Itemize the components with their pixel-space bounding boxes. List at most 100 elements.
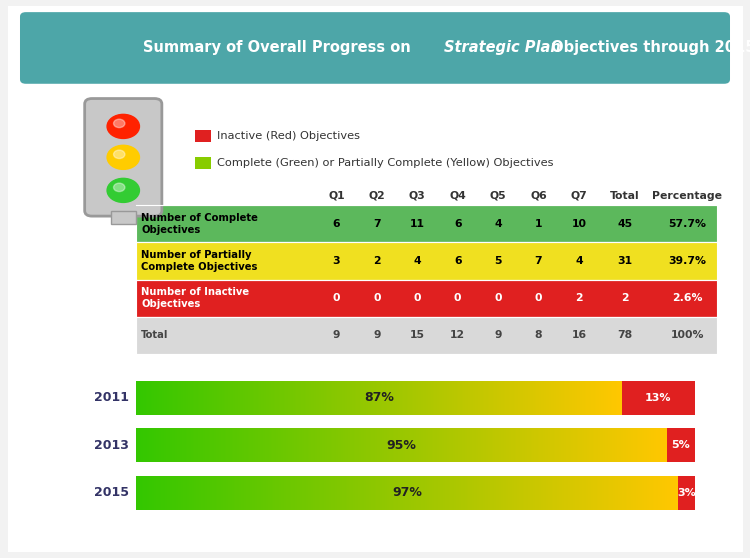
Bar [479,429,481,462]
Bar [136,476,138,510]
Bar [269,381,271,415]
Bar [320,381,321,415]
Bar [387,476,389,510]
Bar [202,381,204,415]
Bar [475,381,476,415]
Bar [251,429,253,462]
Bar [533,381,535,415]
Bar [530,381,532,415]
Bar [652,429,655,462]
Bar [220,381,222,415]
FancyBboxPatch shape [195,157,211,169]
Bar [460,476,461,510]
Bar [190,381,191,415]
Bar [614,429,616,462]
Bar [552,429,554,462]
Bar [222,381,224,415]
Bar [270,476,272,510]
Bar [251,381,253,415]
Bar [360,476,362,510]
Bar [499,381,500,415]
Bar [637,429,638,462]
Bar [461,429,464,462]
Bar [535,381,536,415]
Bar [464,381,465,415]
Bar [311,429,313,462]
Bar [500,381,502,415]
Bar [228,429,230,462]
Bar [263,429,266,462]
Bar [481,429,483,462]
Bar [573,429,574,462]
Bar [506,381,507,415]
Bar [188,476,190,510]
Bar [634,476,637,510]
Bar [191,381,193,415]
Bar [470,429,472,462]
Bar [212,381,214,415]
Bar [166,429,168,462]
Bar [512,381,514,415]
Bar [396,476,398,510]
Bar [448,381,451,415]
Bar [248,476,250,510]
Bar [335,381,337,415]
Bar [465,429,467,462]
Bar [246,476,248,510]
Bar [344,381,345,415]
Bar [165,476,166,510]
Bar [394,381,395,415]
Bar [555,476,557,510]
Bar [586,476,588,510]
Bar [649,429,651,462]
Text: 2011: 2011 [94,391,129,404]
Bar [564,429,566,462]
Bar [208,381,209,415]
Bar [379,429,380,462]
Bar [371,429,374,462]
Bar [226,381,229,415]
Bar [629,476,631,510]
Bar [472,476,474,510]
Bar [526,381,528,415]
Bar [398,429,400,462]
Text: Percentage: Percentage [652,191,722,201]
Bar [224,429,226,462]
Bar [495,429,497,462]
Bar [414,476,416,510]
Bar [374,476,376,510]
Bar [559,429,561,462]
Bar [405,381,406,415]
Bar [147,476,148,510]
Bar [285,429,286,462]
Bar [544,429,547,462]
Bar [326,476,328,510]
Bar [374,381,376,415]
Bar [536,476,537,510]
Bar [541,476,542,510]
Bar [509,381,510,415]
Bar [230,476,232,510]
Text: 100%: 100% [670,330,704,340]
Bar [398,476,400,510]
Bar [172,381,173,415]
Text: Number of Complete
Objectives: Number of Complete Objectives [141,213,258,235]
Bar [302,476,304,510]
Bar [275,381,277,415]
Bar [286,476,288,510]
Bar [628,429,630,462]
Bar [564,476,566,510]
Bar [461,476,463,510]
Bar [553,381,554,415]
Bar [382,476,383,510]
Bar [474,476,476,510]
Bar [522,429,524,462]
Bar [494,429,495,462]
Bar [418,381,419,415]
Bar [453,429,454,462]
Bar [582,476,584,510]
Bar [373,476,374,510]
Bar [437,381,439,415]
Bar [277,381,279,415]
Bar [445,476,447,510]
